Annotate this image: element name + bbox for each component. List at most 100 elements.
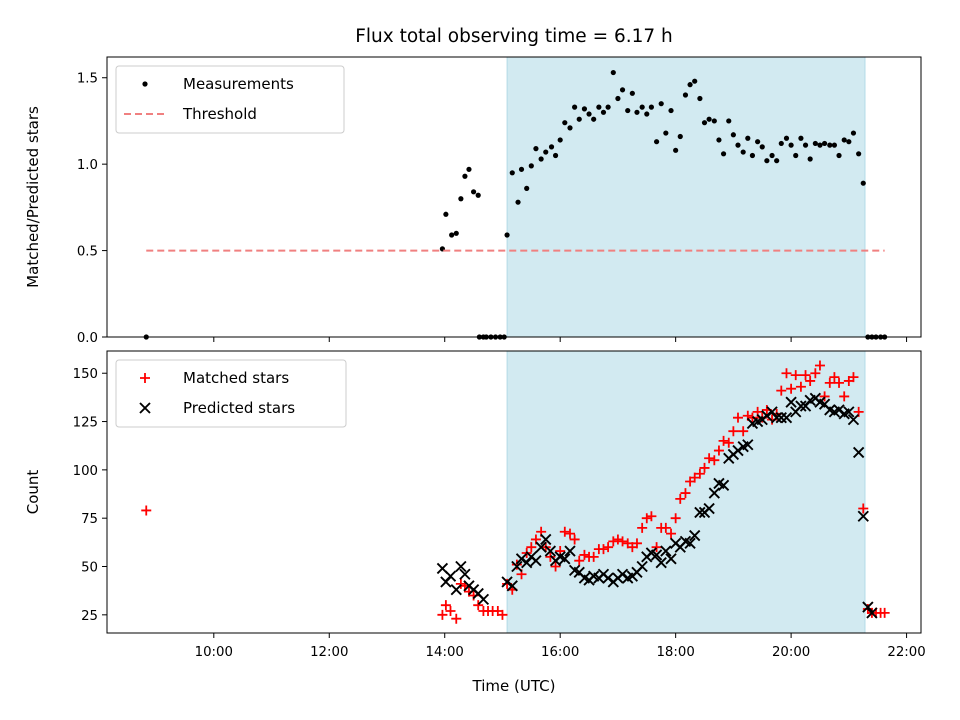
legend: Matched stars Predicted stars [115,359,347,428]
y-axis-label: Matched/Predicted stars [24,106,42,288]
data-point [639,104,645,110]
data-point [701,120,708,126]
x-tick-label: 16:00 [541,645,579,660]
data-point [462,173,468,179]
legend-label: Threshold [182,105,257,123]
data-point [703,502,715,515]
data-point [648,104,654,110]
data-point [576,116,582,122]
data-point [658,101,664,107]
data-point [650,549,663,561]
data-point [711,118,717,124]
data-point [689,529,701,542]
data-point [699,462,710,473]
data-point [598,544,609,555]
plot-frame [106,56,922,338]
data-point [634,109,640,115]
data-point [759,144,765,150]
data-point [720,151,727,157]
data-point [655,556,667,569]
y-tick-label: 1.5 [77,72,98,87]
data-point [694,506,706,519]
legend-box [115,359,347,428]
data-point [812,140,818,147]
data-point [682,92,689,98]
data-point [764,158,770,164]
data-point [665,553,677,565]
data-point [660,545,672,557]
data-point [518,166,525,172]
data-point [771,412,783,424]
data-point [795,400,807,412]
data-point [829,372,840,383]
data-point [783,135,790,141]
y-tick-label: 25 [81,609,98,624]
data-point [605,104,611,110]
data-point [879,607,890,618]
data-point [831,142,838,148]
x-tick-label: 10:00 [195,645,233,660]
legend-box [115,65,345,134]
data-point [807,156,813,162]
data-point [562,120,568,126]
data-point [798,135,804,141]
data-point [697,95,703,102]
data-point [470,189,477,195]
data-point [608,536,619,547]
data-point [538,156,544,162]
data-point [670,513,681,524]
data-point [860,180,866,186]
data-point [790,370,801,381]
data-point [856,151,862,157]
data-point [453,230,459,236]
observing-window-shading [506,56,866,338]
data-point [836,152,842,159]
data-point [450,584,462,596]
data-point [548,144,555,150]
data-point [475,192,481,198]
data-point [723,437,734,448]
legend-label: Measurements [183,75,294,93]
data-point [629,90,635,96]
chart-title: Flux total observing time = 6.17 h [355,26,673,47]
plot-frame [106,350,922,634]
data-point [732,412,743,423]
y-tick-label: 150 [73,367,98,382]
data-point [740,149,746,155]
data-point [511,559,522,570]
data-point [858,503,869,514]
data-point [862,601,874,613]
y-tick-label: 100 [73,464,98,479]
data-point [774,158,780,164]
data-point [466,166,472,172]
data-point [473,600,484,611]
data-point [543,149,549,155]
legend-swatch [139,402,151,414]
data-point [788,142,794,148]
panel-counts: 25 50 75 100 125 150 10:00 12:00 14:00 16:00 18:00… [24,350,926,660]
legend-swatch [140,373,150,383]
data-point [603,542,614,553]
data-point [610,69,616,76]
data-point [850,130,857,136]
data-point [440,600,451,611]
data-point [800,370,811,381]
data-point [834,377,845,388]
data-point [637,522,648,533]
data-point [574,555,585,566]
data-point [716,137,722,143]
data-point [533,146,539,152]
data-point [786,383,797,394]
series-matched-stars [141,360,890,624]
data-point [694,468,705,479]
data-point [506,580,518,592]
data-point [653,139,660,145]
data-point [581,106,588,112]
data-point [586,111,592,117]
data-point [795,381,806,392]
data-point [569,534,580,545]
data-point [821,140,828,147]
data-point [692,78,698,84]
data-point [617,536,628,547]
